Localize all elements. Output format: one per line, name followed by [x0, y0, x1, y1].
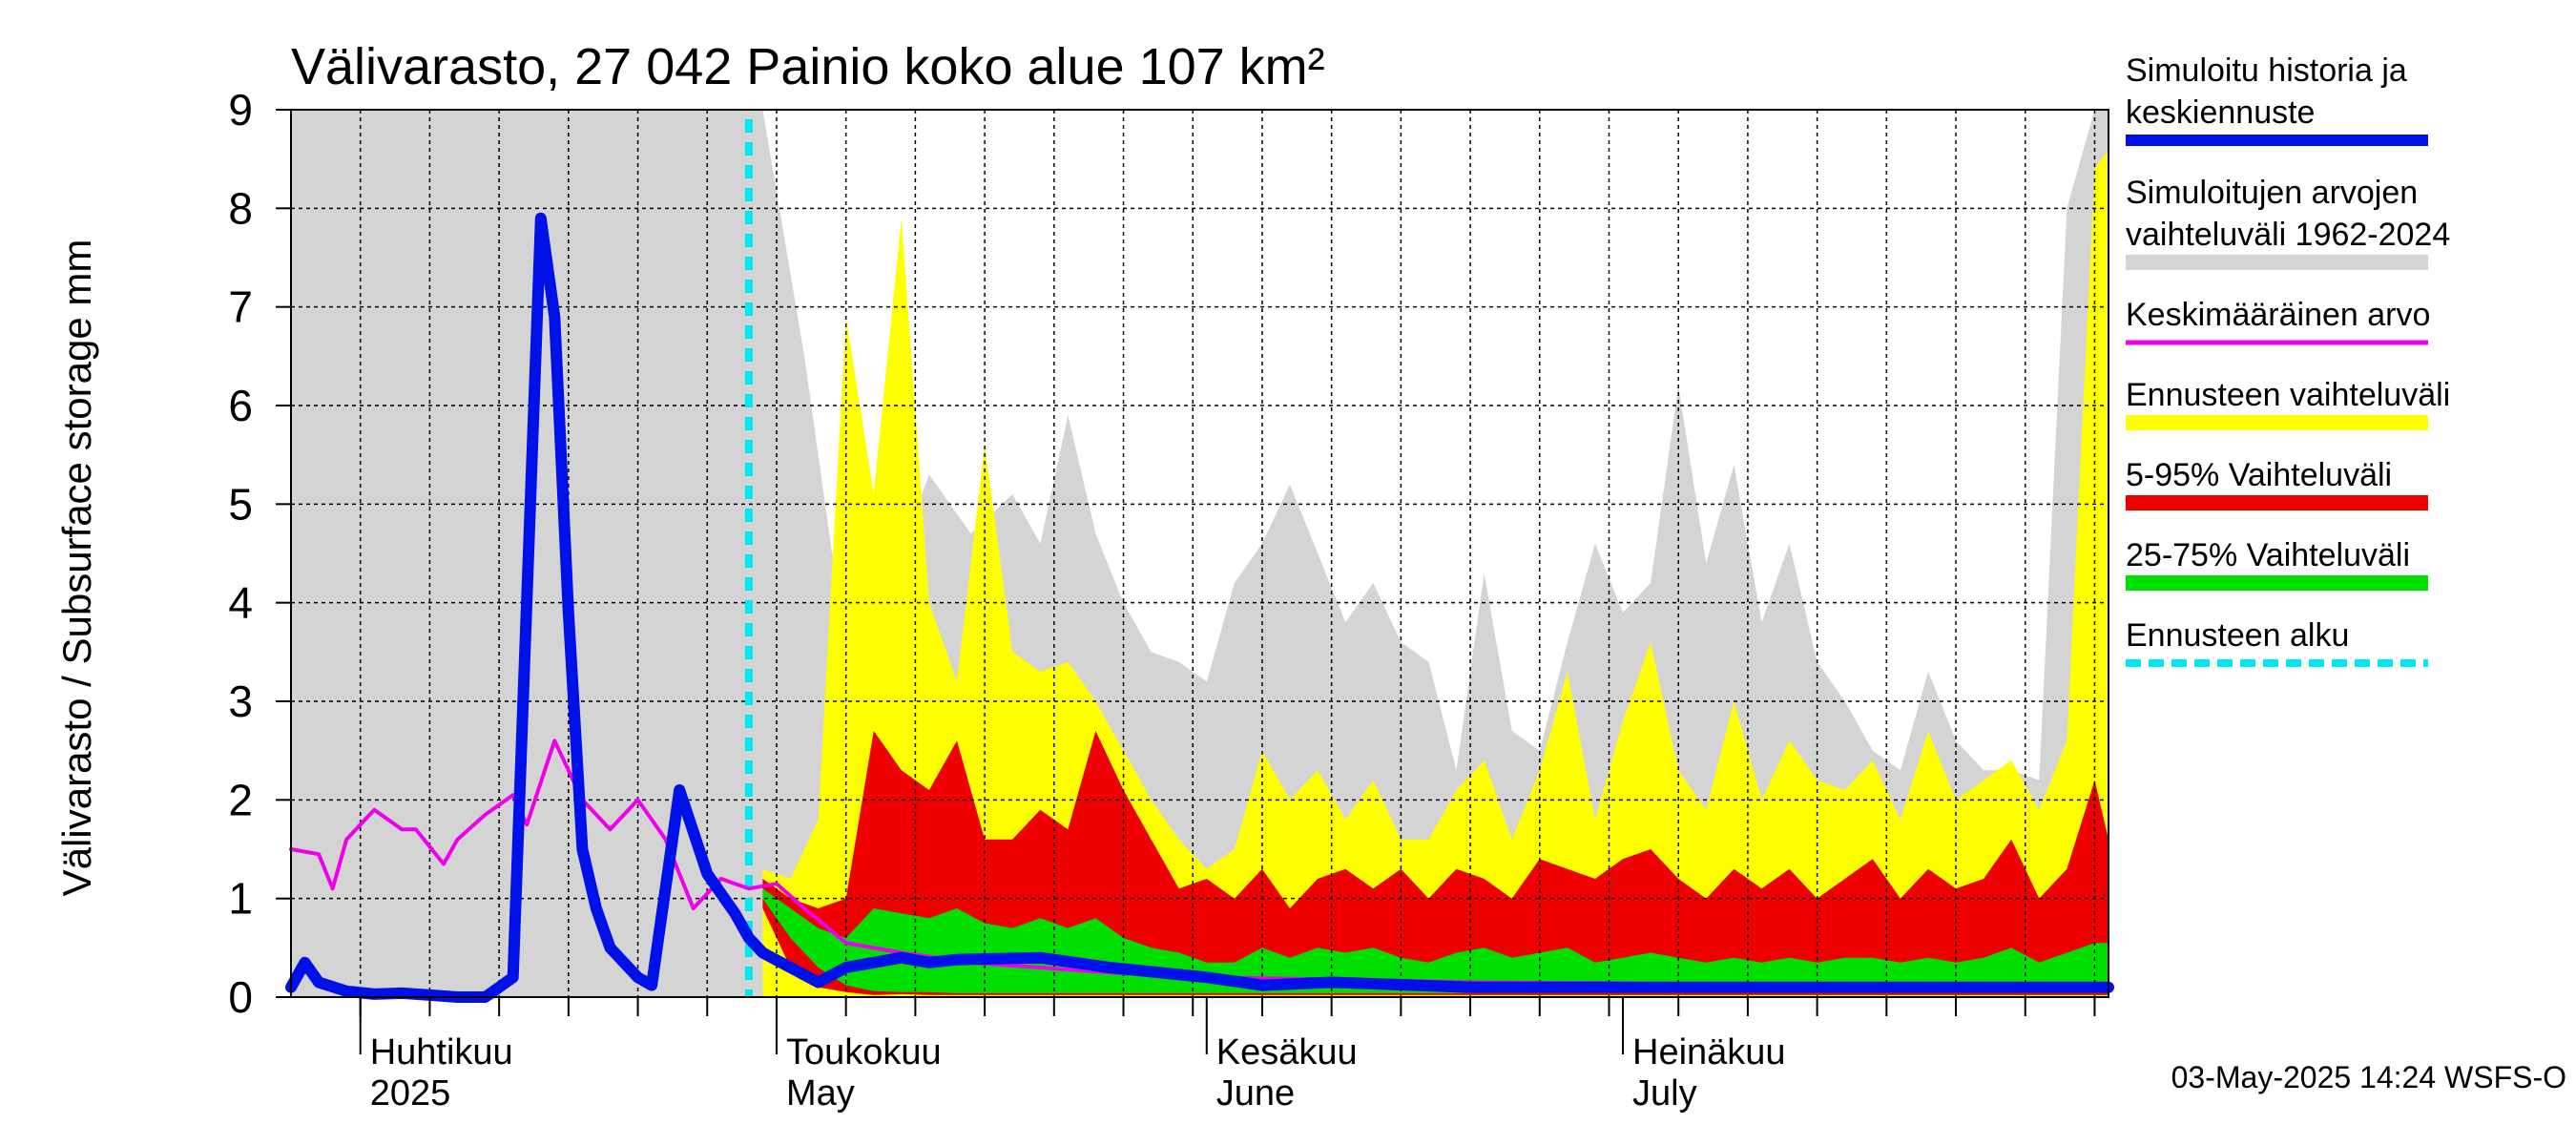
month-label: Toukokuu — [786, 1032, 942, 1072]
y-tick-label: 0 — [228, 972, 253, 1022]
legend: Simuloitu historia ja keskiennuste Simuloi… — [2126, 52, 2450, 667]
y-tick-label: 7 — [228, 282, 253, 332]
month-label: Heinäkuu — [1632, 1032, 1786, 1072]
legend-label: vaihteluväli 1962-2024 — [2126, 217, 2450, 253]
legend-label: Ennusteen vaihteluväli — [2126, 377, 2450, 413]
plot-frame — [290, 109, 2109, 998]
legend-label: 5-95% Vaihteluväli — [2126, 457, 2392, 493]
y-tick-label: 1 — [228, 874, 253, 924]
month-label-sub: July — [1632, 1073, 1697, 1114]
month-label-sub: June — [1216, 1073, 1295, 1114]
y-tick-label: 8 — [228, 183, 253, 233]
y-tick-label: 2 — [228, 775, 253, 824]
legend-label: keskiennuste — [2126, 94, 2315, 131]
month-label: Huhtikuu — [370, 1032, 513, 1072]
y-tick-label: 6 — [228, 381, 253, 430]
legend-label: Simuloitujen arvojen — [2126, 175, 2418, 211]
month-label-sub: May — [786, 1073, 855, 1114]
legend-label: 25-75% Vaihteluväli — [2126, 537, 2410, 573]
month-label: Kesäkuu — [1216, 1032, 1358, 1072]
y-tick-label: 4 — [228, 578, 253, 628]
month-label-sub: 2025 — [370, 1073, 451, 1114]
legend-label: Keskimääräinen arvo — [2126, 297, 2430, 333]
axes — [276, 109, 2109, 1054]
timestamp: 03-May-2025 14:24 WSFS-O — [2171, 1060, 2566, 1094]
y-tick-label: 9 — [228, 85, 253, 135]
y-tick-label: 5 — [228, 479, 253, 529]
legend-label: Ennusteen alku — [2126, 617, 2349, 654]
y-tick-labels: 0 1 2 3 4 5 6 7 8 9 — [228, 85, 253, 1022]
y-axis-label: Välivarasto / Subsurface storage mm — [54, 239, 99, 897]
y-tick-label: 3 — [228, 677, 253, 726]
legend-label: Simuloitu historia ja — [2126, 52, 2407, 89]
chart-title: Välivarasto, 27 042 Painio koko alue 107… — [291, 38, 1325, 95]
